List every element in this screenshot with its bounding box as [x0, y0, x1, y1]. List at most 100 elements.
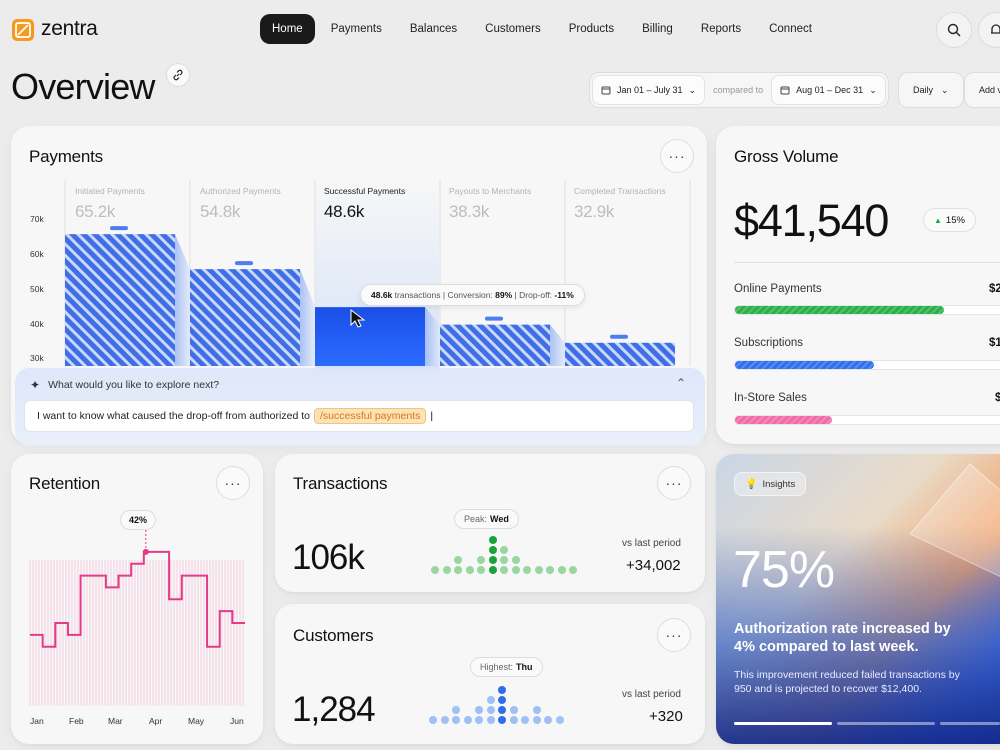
- month-label: Apr: [149, 716, 163, 726]
- dot-mark: [511, 556, 520, 564]
- chevron-down-icon: ⌄: [688, 84, 697, 95]
- tooltip-count: 48.6k: [371, 290, 393, 300]
- dot-mark: [452, 706, 460, 714]
- row-value: $: [995, 392, 1000, 404]
- dot-mark: [534, 566, 543, 574]
- column-label: Initiated Payments: [75, 186, 145, 196]
- funnel-bar: [440, 324, 550, 366]
- dot-mark: [488, 536, 497, 544]
- customers-more-button[interactable]: ···: [657, 618, 691, 652]
- funnel-bar: [65, 234, 175, 366]
- search-icon: [947, 23, 961, 37]
- cursor-icon: [350, 308, 366, 328]
- add-label: Add v: [979, 85, 1000, 95]
- bar-handle: [485, 316, 503, 321]
- carousel-indicator[interactable]: [837, 722, 935, 725]
- transactions-title: Transactions: [293, 474, 388, 493]
- peak-label: Peak:: [464, 514, 488, 524]
- dot-mark: [431, 566, 439, 574]
- add-button[interactable]: Add v: [964, 72, 1000, 108]
- sparkle-icon: ✦: [30, 378, 41, 392]
- nav-billing[interactable]: Billing: [642, 23, 673, 35]
- funnel-connector: [550, 324, 565, 366]
- nav-payments[interactable]: Payments: [330, 23, 382, 35]
- column-value: 54.8k: [200, 202, 241, 221]
- month-label: May: [188, 716, 205, 726]
- nav-reports[interactable]: Reports: [700, 23, 742, 35]
- row-label: Subscriptions: [734, 337, 804, 349]
- gross-volume-card: [716, 126, 1000, 444]
- vs-last-period-label: vs last period: [622, 538, 681, 549]
- collapse-chevron-icon[interactable]: ⌃: [676, 376, 687, 390]
- gross-volume-title: Gross Volume: [734, 147, 839, 166]
- carousel-indicator[interactable]: [940, 722, 1000, 725]
- payments-more-button[interactable]: ···: [660, 139, 694, 173]
- dot-mark: [569, 566, 577, 574]
- dot-mark: [486, 696, 495, 704]
- ask-input[interactable]: I want to know what caused the drop-off …: [24, 400, 694, 432]
- peak-day: Wed: [490, 514, 509, 524]
- dot-mark: [498, 696, 506, 704]
- dot-mark: [546, 566, 554, 574]
- insights-body: This improvement reduced failed transact…: [734, 669, 960, 695]
- dot-mark: [477, 566, 485, 574]
- funnel-connector: [175, 234, 190, 366]
- divider: [734, 262, 1000, 263]
- nav-balances[interactable]: Balances: [409, 23, 458, 35]
- transactions-more-button[interactable]: ···: [657, 466, 691, 500]
- column-label: Authorized Payments: [200, 186, 281, 196]
- calendar-icon: [780, 86, 790, 95]
- in-store-sales-bar: [735, 416, 833, 424]
- search-button[interactable]: [936, 12, 972, 48]
- lightbulb-icon: 💡: [745, 478, 758, 490]
- funnel-bar: [315, 307, 425, 366]
- online-payments-bar: [735, 306, 944, 314]
- date-range-primary-label: Jan 01 – July 31: [617, 85, 683, 95]
- retention-more-button[interactable]: ···: [216, 466, 250, 500]
- dot-mark: [511, 566, 520, 574]
- dot-mark: [477, 556, 485, 564]
- brand-name: zentra: [41, 17, 98, 40]
- payments-title: Payments: [29, 147, 103, 166]
- dot-mark: [452, 716, 460, 724]
- retention-card: [11, 454, 263, 744]
- bar-handle: [235, 261, 253, 266]
- dot-mark: [555, 716, 564, 724]
- date-range-primary[interactable]: Jan 01 – July 31 ⌄: [592, 75, 706, 105]
- dot-mark: [475, 716, 483, 724]
- dot-mark: [544, 716, 552, 724]
- carousel-indicator-active[interactable]: [734, 722, 832, 725]
- dot-mark: [440, 716, 449, 724]
- customers-peak-badge: Highest: Thu: [470, 657, 543, 677]
- transactions-delta: +34,002: [626, 557, 681, 574]
- row-track: [734, 415, 1000, 425]
- dot-mark: [532, 706, 541, 714]
- dot-mark: [486, 716, 495, 724]
- arrow-up-icon: ▲: [934, 215, 942, 225]
- interval-select[interactable]: Daily ⌄: [898, 72, 964, 108]
- nav-connect[interactable]: Connect: [769, 23, 812, 35]
- tooltip-count-suffix: transactions: [394, 290, 441, 300]
- ask-header: ✦ What would you like to explore next?: [30, 378, 219, 392]
- vs-last-period-label: vs last period: [622, 689, 681, 700]
- date-range-compare[interactable]: Aug 01 – Dec 31 ⌄: [771, 75, 886, 105]
- compared-to-label: compared to: [713, 85, 764, 95]
- growth-value: 15%: [945, 214, 965, 226]
- copy-link-button[interactable]: [166, 63, 190, 87]
- nav-products[interactable]: Products: [568, 23, 615, 35]
- dot-mark: [532, 716, 541, 724]
- ask-prompt: What would you like to explore next?: [48, 379, 220, 391]
- nav-home[interactable]: Home: [260, 14, 315, 44]
- y-tick: 40k: [30, 319, 44, 329]
- insights-badge: 💡 Insights: [734, 472, 807, 496]
- month-label: Jan: [30, 716, 44, 726]
- interval-label: Daily: [913, 85, 934, 95]
- insights-value: 75%: [733, 541, 835, 599]
- dot-mark: [442, 566, 451, 574]
- row-value: $2: [989, 283, 1000, 295]
- dot-mark: [488, 546, 497, 554]
- funnel-connector: [300, 269, 315, 366]
- dot-mark: [463, 716, 472, 724]
- nav-customers[interactable]: Customers: [485, 23, 541, 35]
